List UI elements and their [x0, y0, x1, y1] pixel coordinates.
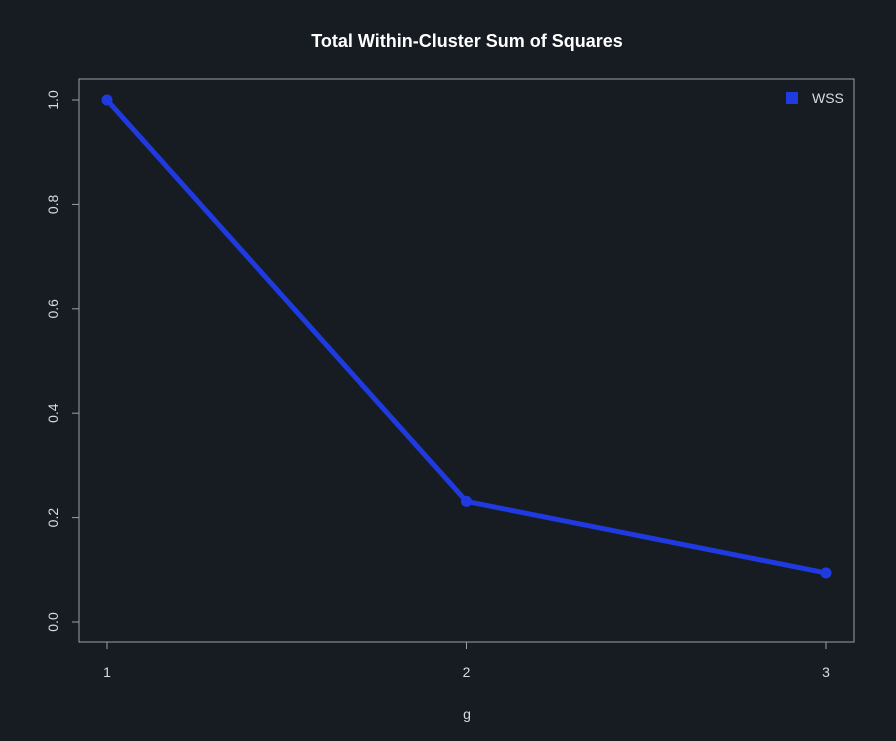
- x-tick-label: 1: [103, 664, 111, 680]
- legend-swatch-wss: [786, 92, 798, 104]
- x-axis: 1 2 3: [103, 641, 830, 680]
- y-tick-label: 0.8: [45, 194, 61, 214]
- chart-title: Total Within-Cluster Sum of Squares: [311, 31, 623, 51]
- y-tick-label: 0.4: [45, 403, 61, 423]
- x-tick-label: 3: [822, 664, 830, 680]
- y-tick-label: 1.0: [45, 90, 61, 110]
- data-point-wss: [820, 567, 832, 579]
- legend-label-wss: WSS: [812, 90, 844, 106]
- x-axis-label: g: [463, 706, 471, 722]
- y-tick-label: 0.6: [45, 299, 61, 319]
- y-tick-label: 0.2: [45, 508, 61, 528]
- y-tick-label: 0.0: [45, 612, 61, 632]
- data-point-wss: [461, 495, 472, 507]
- data-point-wss: [101, 94, 113, 106]
- x-tick-label: 2: [463, 664, 471, 680]
- y-axis: 0.0 0.2 0.4 0.6 0.8 1.0: [45, 90, 80, 632]
- series-layer: [101, 94, 832, 579]
- legend: WSS: [786, 90, 844, 106]
